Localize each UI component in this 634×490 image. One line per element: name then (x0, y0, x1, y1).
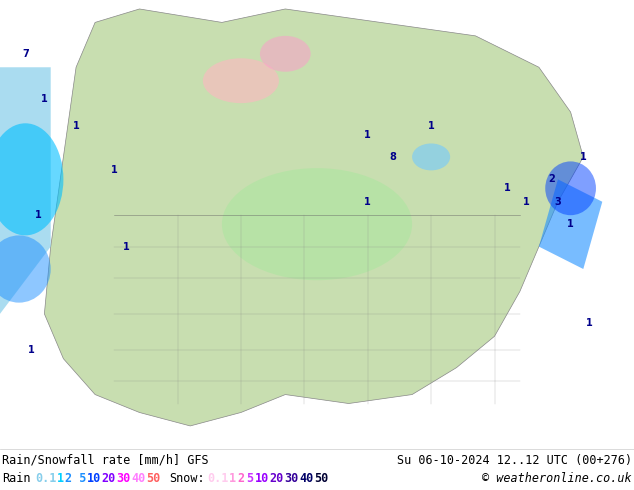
Text: 30: 30 (117, 471, 131, 485)
Polygon shape (539, 179, 602, 269)
Text: 30: 30 (285, 471, 299, 485)
Text: 20: 20 (269, 471, 284, 485)
Text: 1: 1 (580, 152, 586, 162)
Ellipse shape (203, 58, 279, 103)
Text: 0.1: 0.1 (207, 471, 229, 485)
Text: 10: 10 (254, 471, 269, 485)
Text: © weatheronline.co.uk: © weatheronline.co.uk (482, 471, 632, 485)
Text: Su 06-10-2024 12..12 UTC (00+276): Su 06-10-2024 12..12 UTC (00+276) (397, 454, 632, 467)
Text: 1: 1 (365, 129, 371, 140)
Text: 0.1: 0.1 (35, 471, 56, 485)
Text: 2: 2 (238, 471, 245, 485)
Text: 1: 1 (567, 219, 574, 229)
Text: 1: 1 (73, 121, 79, 130)
Ellipse shape (222, 168, 412, 280)
Text: 7: 7 (22, 49, 29, 59)
Polygon shape (44, 9, 583, 426)
Polygon shape (0, 67, 51, 314)
Text: 1: 1 (41, 94, 48, 104)
Text: 2: 2 (548, 174, 555, 184)
Text: 50: 50 (314, 471, 329, 485)
Text: 1: 1 (56, 471, 63, 485)
Text: 2 5: 2 5 (65, 471, 86, 485)
Ellipse shape (260, 36, 311, 72)
Text: 20: 20 (101, 471, 116, 485)
Text: 1: 1 (365, 197, 371, 207)
Text: 50: 50 (146, 471, 161, 485)
Text: 5: 5 (246, 471, 253, 485)
Text: 40: 40 (131, 471, 146, 485)
Ellipse shape (0, 235, 51, 303)
Text: 40: 40 (299, 471, 314, 485)
Text: 8: 8 (390, 152, 396, 162)
Text: 1: 1 (428, 121, 434, 130)
Text: 1: 1 (35, 210, 41, 220)
Text: Rain: Rain (2, 471, 30, 485)
Text: 1: 1 (29, 344, 35, 355)
Ellipse shape (0, 123, 63, 235)
Text: 1: 1 (504, 183, 510, 194)
Text: 1: 1 (124, 242, 130, 251)
Text: 1: 1 (523, 197, 529, 207)
Text: 1: 1 (229, 471, 236, 485)
Text: 1: 1 (586, 318, 593, 328)
Ellipse shape (545, 161, 596, 215)
Text: Snow:: Snow: (169, 471, 205, 485)
Text: 10: 10 (86, 471, 101, 485)
Text: 3: 3 (555, 197, 561, 207)
Text: Rain/Snowfall rate [mm/h] GFS: Rain/Snowfall rate [mm/h] GFS (2, 454, 209, 467)
Ellipse shape (412, 144, 450, 171)
Text: 1: 1 (111, 165, 117, 175)
